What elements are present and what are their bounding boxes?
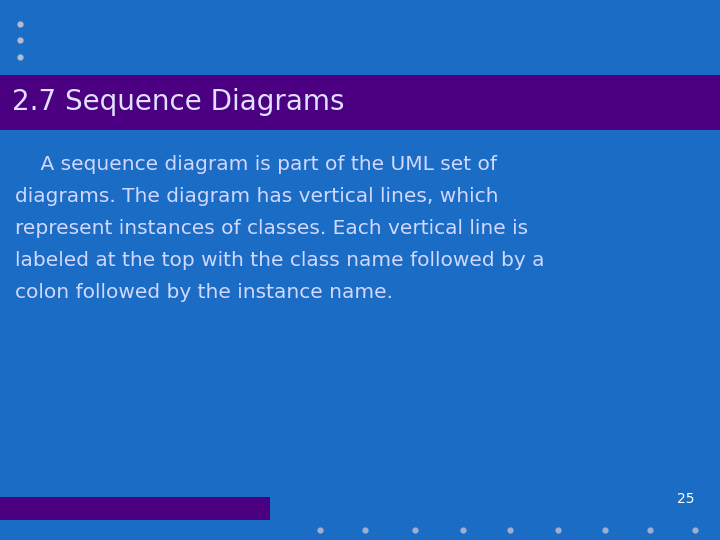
Text: 25: 25 [678,492,695,506]
Bar [0,75,720,130]
Bar [0,497,270,520]
Text: labeled at the top with the class name followed by a: labeled at the top with the class name f… [15,251,544,270]
Text: colon followed by the instance name.: colon followed by the instance name. [15,283,393,302]
Text: 2.7 Sequence Diagrams: 2.7 Sequence Diagrams [12,89,344,117]
Text: represent instances of classes. Each vertical line is: represent instances of classes. Each ver… [15,219,528,238]
Text: diagrams. The diagram has vertical lines, which: diagrams. The diagram has vertical lines… [15,187,498,206]
Text: A sequence diagram is part of the UML set of: A sequence diagram is part of the UML se… [15,155,497,174]
